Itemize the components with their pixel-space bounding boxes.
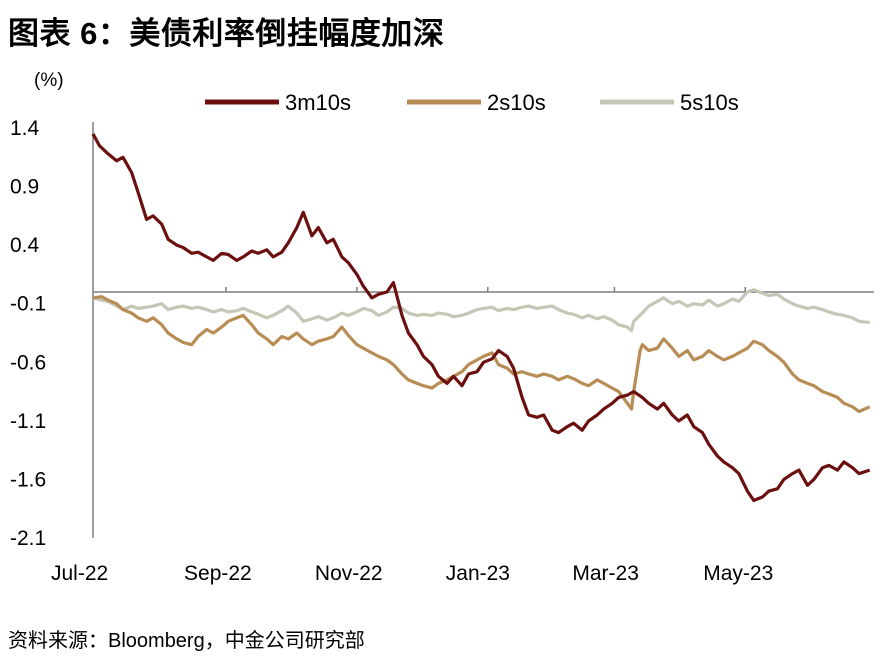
y-tick-label: 0.9 xyxy=(10,176,39,199)
y-tick-label: -0.6 xyxy=(10,351,46,374)
source-note: 资料来源：Bloomberg，中金公司研究部 xyxy=(8,630,365,652)
y-axis-unit-label: (%) xyxy=(34,70,64,91)
legend-label-3m10s: 3m10s xyxy=(285,90,351,115)
y-tick-label: 0.4 xyxy=(10,234,40,257)
x-tick-label: Jan-23 xyxy=(446,562,510,585)
series-line-5s10s xyxy=(92,288,870,333)
x-tick-label: Sep-22 xyxy=(184,562,252,585)
x-tick-label: Jul-22 xyxy=(51,562,108,585)
plot-area xyxy=(91,133,871,503)
series-line-3m10s xyxy=(91,133,871,503)
chart-title: 图表 6：美债利率倒挂幅度加深 xyxy=(8,16,445,51)
x-tick-label: Mar-23 xyxy=(572,562,639,585)
y-tick-label: -2.1 xyxy=(10,527,46,550)
y-tick-label: 1.4 xyxy=(10,117,40,140)
y-tick-label: -1.1 xyxy=(10,410,46,433)
x-tick-label: May-23 xyxy=(703,562,773,585)
series-line-2s10s xyxy=(92,295,871,414)
y-tick-label: -1.6 xyxy=(10,468,46,491)
legend-label-2s10s: 2s10s xyxy=(487,90,546,115)
legend: 3m10s 2s10s 5s10s xyxy=(205,90,739,115)
x-tick-label: Nov-22 xyxy=(315,562,383,585)
legend-label-5s10s: 5s10s xyxy=(680,90,739,115)
y-tick-label: -0.1 xyxy=(10,293,46,316)
